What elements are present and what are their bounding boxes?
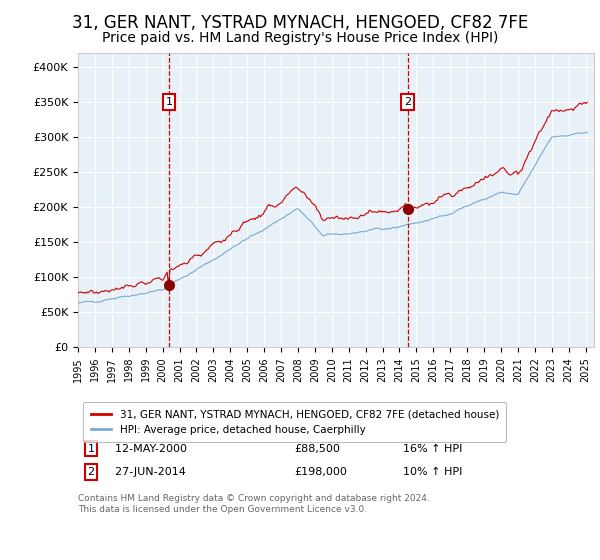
Text: £88,500: £88,500 [295,444,341,454]
Text: £198,000: £198,000 [295,467,347,477]
Text: 1: 1 [166,97,172,107]
Text: 27-JUN-2014: 27-JUN-2014 [101,467,186,477]
Text: 10% ↑ HPI: 10% ↑ HPI [403,467,463,477]
Text: 2: 2 [404,97,411,107]
Text: 31, GER NANT, YSTRAD MYNACH, HENGOED, CF82 7FE: 31, GER NANT, YSTRAD MYNACH, HENGOED, CF… [72,14,528,32]
Text: Contains HM Land Registry data © Crown copyright and database right 2024.
This d: Contains HM Land Registry data © Crown c… [78,494,430,514]
Text: 1: 1 [88,444,94,454]
Text: Price paid vs. HM Land Registry's House Price Index (HPI): Price paid vs. HM Land Registry's House … [102,31,498,45]
Text: 16% ↑ HPI: 16% ↑ HPI [403,444,463,454]
Legend: 31, GER NANT, YSTRAD MYNACH, HENGOED, CF82 7FE (detached house), HPI: Average pr: 31, GER NANT, YSTRAD MYNACH, HENGOED, CF… [83,403,506,442]
Text: 12-MAY-2000: 12-MAY-2000 [101,444,187,454]
Text: 2: 2 [88,467,94,477]
